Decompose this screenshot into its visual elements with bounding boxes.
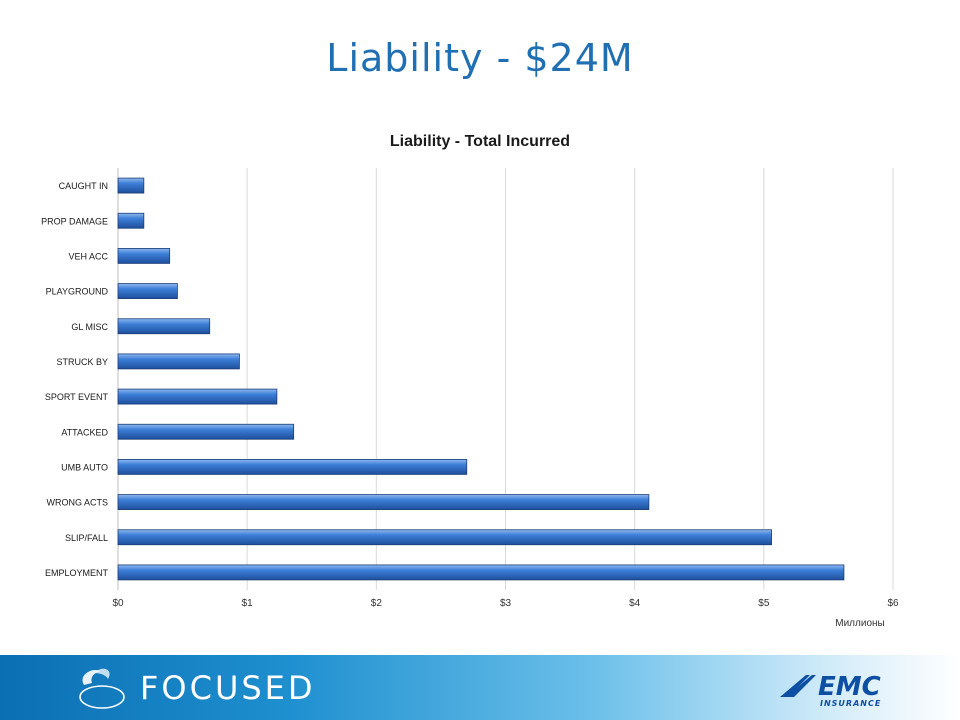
category-label: PROP DAMAGE	[41, 216, 108, 226]
category-label: ATTACKED	[61, 427, 108, 437]
bar	[117, 248, 171, 264]
bar	[117, 564, 845, 581]
category-label: STRUCK BY	[56, 357, 108, 367]
chart-title: Liability - Total Incurred	[390, 133, 570, 150]
category-label: EMPLOYMENT	[45, 568, 109, 578]
x-tick-label: $2	[371, 598, 383, 609]
x-tick-label: $3	[500, 598, 512, 609]
bar-chart: Liability - Total Incurred CAUGHT IN PROP…	[41, 133, 899, 629]
bar	[117, 423, 295, 440]
svg-text:INSURANCE: INSURANCE	[820, 699, 881, 708]
category-label: VEH ACC	[68, 251, 108, 261]
category-label: SLIP/FALL	[65, 533, 108, 543]
bar	[117, 529, 772, 546]
axis-units-label: Миллионы	[835, 618, 884, 629]
svg-text:EMC: EMC	[818, 672, 881, 702]
chart-bars	[117, 177, 845, 581]
category-label: GL MISC	[71, 322, 108, 332]
emc-insurance-logo: EMC INSURANCE	[780, 672, 881, 708]
x-tick-label: $1	[242, 598, 254, 609]
x-tick-label: $4	[629, 598, 641, 609]
slide-title: Liability - $24M	[326, 36, 634, 80]
bar	[117, 353, 240, 370]
category-label: PLAYGROUND	[46, 287, 109, 297]
bar	[117, 318, 211, 335]
footer-banner: FOCUSED EMC INSURANCE	[0, 655, 960, 720]
category-label: CAUGHT IN	[59, 181, 108, 191]
bar	[117, 459, 468, 475]
bar	[117, 494, 650, 510]
value-axis-labels: $0 $1 $2 $3 $4 $5 $6	[112, 598, 899, 609]
bar	[117, 212, 145, 229]
bar	[117, 388, 278, 405]
category-label: WRONG ACTS	[46, 498, 108, 508]
x-tick-label: $6	[887, 598, 899, 609]
chart-gridlines	[117, 168, 894, 590]
trusted-choice-logo	[79, 668, 125, 709]
category-label: SPORT EVENT	[45, 392, 109, 402]
bar	[117, 283, 178, 299]
x-tick-label: $5	[758, 598, 770, 609]
x-tick-label: $0	[112, 598, 124, 609]
footer-tagline: FOCUSED	[140, 669, 316, 707]
category-label: UMB AUTO	[61, 462, 108, 472]
category-axis-labels: CAUGHT IN PROP DAMAGE VEH ACC PLAYGROUND GL …	[41, 181, 108, 578]
bar	[117, 177, 145, 194]
